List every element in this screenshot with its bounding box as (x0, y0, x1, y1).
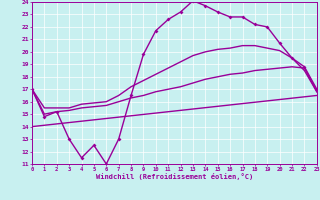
X-axis label: Windchill (Refroidissement éolien,°C): Windchill (Refroidissement éolien,°C) (96, 173, 253, 180)
